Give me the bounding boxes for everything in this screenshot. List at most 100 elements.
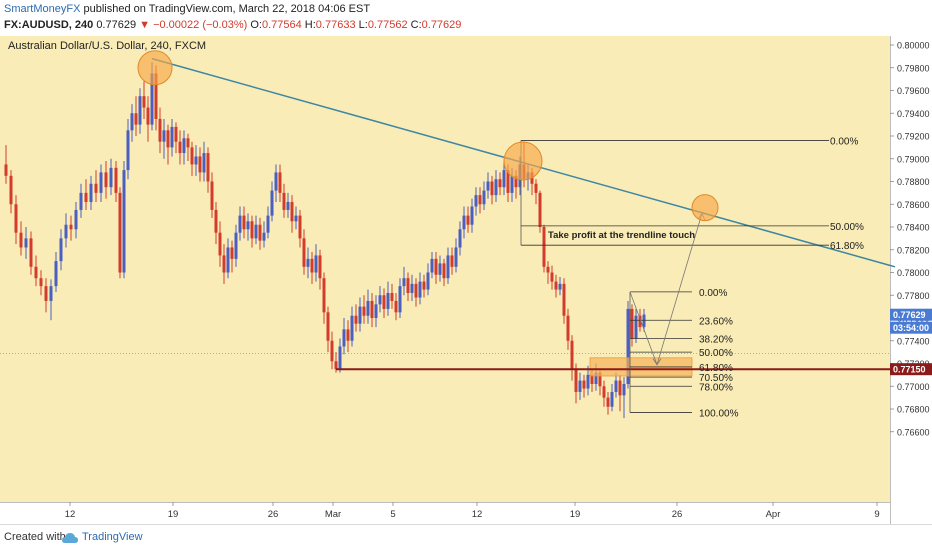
candle-body bbox=[354, 315, 358, 324]
candle bbox=[462, 206, 466, 239]
candle bbox=[278, 164, 282, 202]
y-tick-label: 0.79400 bbox=[897, 109, 930, 119]
candle-body bbox=[24, 238, 28, 248]
candle bbox=[104, 161, 108, 199]
y-tick-label: 0.77400 bbox=[897, 336, 930, 346]
candle bbox=[602, 380, 606, 407]
candle-body bbox=[590, 374, 594, 384]
candle-body bbox=[542, 227, 546, 267]
candle bbox=[254, 215, 258, 245]
candle bbox=[618, 374, 622, 412]
candle bbox=[354, 304, 358, 332]
candle bbox=[290, 195, 294, 233]
candle-body bbox=[302, 238, 306, 267]
candle-body bbox=[206, 153, 210, 182]
candle-body bbox=[266, 215, 270, 233]
fib-bottom-level-label: 50.00% bbox=[699, 348, 733, 359]
x-tick-label: 19 bbox=[570, 509, 581, 520]
candle bbox=[44, 278, 48, 313]
price-chart[interactable]: 0.00% 50.00% 61.80% 0.00% 23.60% 38.20% 50.00%… bbox=[0, 36, 932, 524]
candle bbox=[338, 338, 342, 373]
candle-body bbox=[214, 209, 218, 233]
candle-body bbox=[430, 258, 434, 273]
candle-body bbox=[238, 215, 242, 233]
candle-body bbox=[274, 172, 278, 191]
candle bbox=[162, 118, 166, 159]
candle bbox=[402, 266, 406, 296]
author-link[interactable]: SmartMoneyFX bbox=[4, 3, 81, 15]
candle bbox=[130, 104, 134, 142]
projection-arrow-head bbox=[652, 358, 662, 366]
candle-body bbox=[410, 283, 414, 293]
tradingview-brand-link[interactable]: TradingView bbox=[82, 531, 143, 543]
candle bbox=[79, 183, 83, 218]
candle bbox=[630, 304, 634, 347]
candle bbox=[84, 179, 88, 210]
candle-body bbox=[318, 255, 322, 279]
candle-body bbox=[39, 278, 43, 287]
candle-body bbox=[454, 247, 458, 267]
candle-body bbox=[490, 181, 494, 196]
price-tag-box bbox=[890, 308, 932, 321]
candle bbox=[170, 118, 174, 157]
candle bbox=[242, 206, 246, 239]
candle bbox=[274, 164, 278, 202]
price-tag-label: 0.77629 bbox=[893, 310, 926, 320]
candle bbox=[410, 274, 414, 301]
candle-body bbox=[402, 278, 406, 287]
y-tick-label: 0.79600 bbox=[897, 86, 930, 96]
x-tick-label: 12 bbox=[65, 509, 76, 520]
candle-body bbox=[254, 224, 258, 239]
candle bbox=[250, 215, 254, 248]
candle-body bbox=[426, 272, 430, 290]
candle bbox=[134, 96, 138, 136]
candle-body bbox=[202, 153, 206, 173]
price-tag-box bbox=[890, 363, 932, 376]
candle bbox=[478, 187, 482, 214]
candle bbox=[294, 206, 298, 230]
candle-body bbox=[578, 380, 582, 392]
candle bbox=[234, 224, 238, 267]
candle bbox=[210, 172, 214, 218]
highlight-circle bbox=[503, 141, 543, 181]
candle-body bbox=[142, 96, 146, 108]
y-tick-label: 0.78800 bbox=[897, 177, 930, 187]
candle bbox=[34, 255, 38, 287]
candle-body bbox=[554, 281, 558, 290]
candle bbox=[142, 81, 146, 119]
symbol-label: FX:AUDUSD, 240 bbox=[4, 19, 94, 31]
candle bbox=[19, 221, 23, 256]
candle-body bbox=[442, 263, 446, 279]
price-change: ▼ −0.00022 (−0.03%) bbox=[139, 19, 248, 31]
candle-body bbox=[94, 183, 98, 193]
candle-body bbox=[626, 308, 630, 384]
candle-body bbox=[462, 215, 466, 230]
candle bbox=[614, 372, 618, 398]
y-tick-label: 0.77800 bbox=[897, 291, 930, 301]
candle-body bbox=[438, 263, 442, 275]
candle-body bbox=[642, 314, 646, 328]
candle-body bbox=[414, 283, 418, 298]
candle-body bbox=[630, 308, 634, 339]
high-value: 0.77633 bbox=[315, 19, 356, 31]
candle-body bbox=[79, 192, 83, 210]
x-tick-label: 19 bbox=[168, 509, 179, 520]
candle bbox=[458, 221, 462, 256]
candle-body bbox=[606, 397, 610, 407]
candle-body bbox=[458, 229, 462, 248]
candle bbox=[262, 221, 266, 248]
candle-body bbox=[634, 315, 638, 339]
candle-body bbox=[622, 383, 626, 396]
candle-body bbox=[494, 179, 498, 196]
candle-body bbox=[4, 164, 8, 176]
candle-body bbox=[582, 380, 586, 389]
candle bbox=[118, 187, 122, 279]
candle bbox=[342, 318, 346, 355]
candle bbox=[474, 187, 478, 216]
candle bbox=[382, 288, 386, 318]
time-axis-panel bbox=[0, 502, 932, 524]
y-tick-label: 0.78600 bbox=[897, 200, 930, 210]
last-price: 0.77629 bbox=[96, 19, 137, 31]
candle bbox=[286, 192, 290, 218]
candle bbox=[109, 158, 113, 196]
